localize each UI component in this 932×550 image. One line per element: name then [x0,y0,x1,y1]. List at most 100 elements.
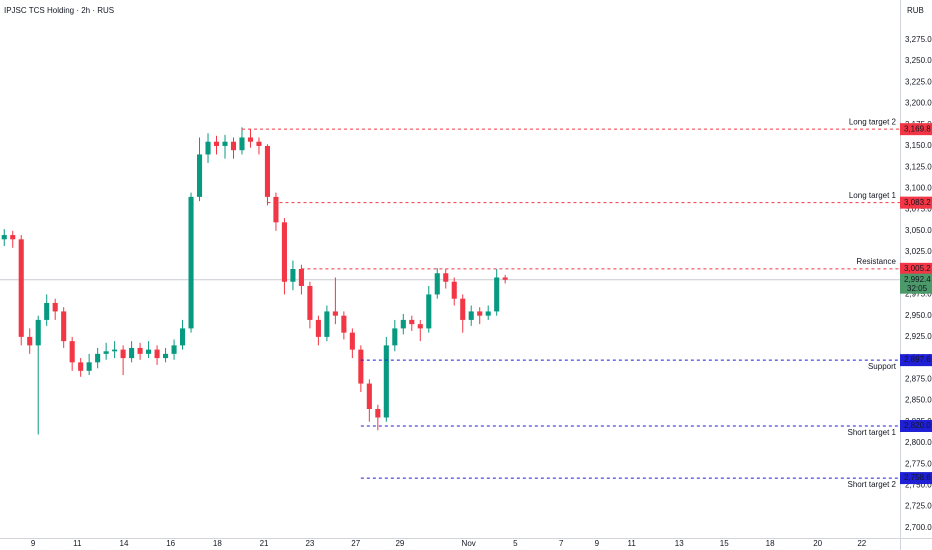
y-tick-label: 3,150.0 [905,141,932,150]
candle-body [52,302,58,312]
price-tag-label: 2,897.6 [904,355,931,364]
last-price-label: 2,992.4 [904,275,931,284]
x-tick-label: 23 [305,539,314,548]
candle-body [468,311,474,320]
candle-body [366,383,372,410]
candle-body [103,351,109,354]
currency-label: RUB [907,6,924,15]
candle-body [78,362,84,371]
candle-body [129,347,135,359]
y-tick-label: 2,750.0 [905,480,932,489]
y-tick-label: 3,025.0 [905,247,932,256]
candle-body [477,311,483,316]
chart-title: IPJSC TCS Holding · 2h · RUS [4,6,114,15]
candle-body [35,319,41,346]
x-tick-label: 21 [260,539,269,548]
candle-body [256,141,262,146]
x-tick-label: 9 [31,539,36,548]
x-tick-label: 13 [675,539,684,548]
price-tag [900,262,932,275]
price-tag [900,123,932,136]
candle-body [95,353,101,363]
y-tick-label: 2,775.0 [905,459,932,468]
y-tick-label: 3,250.0 [905,56,932,65]
candle-body [44,302,50,320]
candle-body [315,319,321,337]
y-tick-label: 3,125.0 [905,162,932,171]
level-label: Resistance [856,257,896,266]
candle-body [86,362,92,371]
x-tick-label: 11 [628,539,637,548]
level-label: Support [868,362,897,371]
candle-body [443,273,449,282]
y-tick-label: 3,275.0 [905,35,932,44]
candle-body [349,332,355,350]
candle-body [358,349,364,384]
candle-body [213,141,220,146]
price-tag-label: 2,758.6 [904,473,931,482]
level-label: Long target 2 [849,117,897,126]
candle-body [264,145,270,197]
level-label: Long target 1 [849,191,897,200]
candle-body [417,324,423,329]
candle-body [239,137,245,151]
candle-body [392,328,398,346]
candle-body [163,353,169,359]
countdown-label: 32:05 [907,284,928,293]
candle-body [196,154,203,197]
candle-body [290,269,296,282]
candle-body [409,319,415,325]
candle-body [120,349,126,359]
candle-body [273,196,279,223]
y-tick-label: 3,100.0 [905,183,932,192]
candle-body [400,319,406,329]
y-tick-label: 2,700.0 [905,523,932,532]
x-tick-label: 18 [766,539,775,548]
candle-body [341,315,347,333]
last-price-tag [900,273,932,294]
price-tag-label: 3,005.2 [904,264,931,273]
candle-body [112,349,118,352]
y-tick-label: 2,925.0 [905,332,932,341]
y-tick-label: 2,800.0 [905,438,932,447]
y-tick-label: 2,725.0 [905,502,932,511]
candle-body [324,311,330,337]
x-tick-label: 16 [166,539,175,548]
level-label: Short target 2 [848,480,897,489]
y-tick-label: 2,975.0 [905,290,932,299]
x-tick-label: 18 [213,539,222,548]
x-tick-label: 15 [720,539,729,548]
candle-body [494,277,500,312]
candle-body [375,409,381,418]
candle-body [426,294,432,329]
candle-body [485,311,491,316]
candle-body [205,141,211,155]
y-tick-label: 3,225.0 [905,77,932,86]
x-tick-label: 29 [395,539,404,548]
candle-body [332,311,338,316]
x-tick-label: 11 [73,539,82,548]
candle-body [146,349,152,354]
candle-body [10,235,16,240]
candle-body [451,281,457,299]
candle-body [180,328,186,346]
x-tick-label: 5 [513,539,518,548]
price-tag [900,419,932,432]
candle-body [18,239,24,337]
price-tag [900,472,932,485]
price-tag [900,196,932,209]
candle-body [502,277,508,280]
candle-body [154,349,160,359]
x-tick-label: 14 [120,539,129,548]
candle-body [1,235,7,240]
candle-body [298,269,304,286]
candle-body [230,141,237,151]
candle-body [188,196,194,329]
y-tick-label: 3,050.0 [905,226,932,235]
price-tag-label: 3,083.2 [904,198,931,207]
y-tick-label: 2,850.0 [905,396,932,405]
candle-body [222,141,228,146]
x-tick-label: 7 [559,539,564,548]
